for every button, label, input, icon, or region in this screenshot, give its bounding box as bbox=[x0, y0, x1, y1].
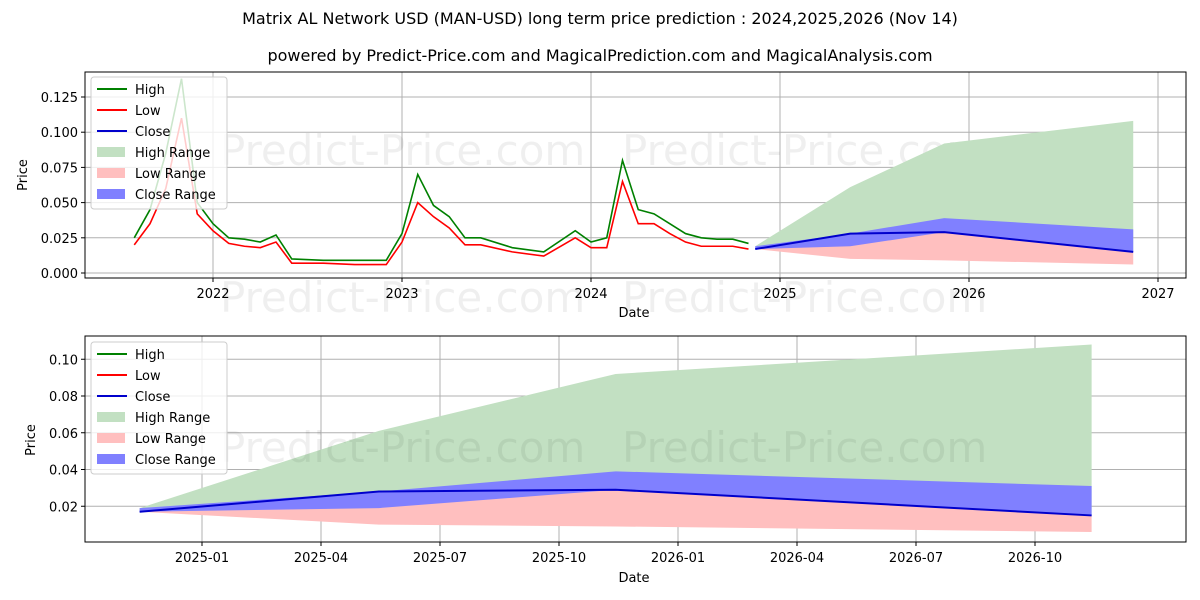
svg-text:High Range: High Range bbox=[135, 411, 210, 426]
high-range-area bbox=[139, 344, 1092, 516]
chart-title: Matrix AL Network USD (MAN-USD) long ter… bbox=[242, 9, 958, 28]
legend-item-high-range: High Range bbox=[97, 146, 210, 161]
watermark-text: Predict-Price.com bbox=[220, 126, 585, 175]
watermark-text: Predict-Price.com bbox=[220, 423, 585, 472]
bottom-y-tick: 0.10 bbox=[49, 353, 78, 368]
top-y-axis: 0.000 0.025 0.050 0.075 0.100 0.125 bbox=[41, 91, 85, 282]
bottom-x-tick: 2025-04 bbox=[294, 551, 348, 566]
legend-item-low: Low bbox=[97, 104, 161, 119]
close-line bbox=[755, 231, 1134, 253]
svg-text:High: High bbox=[135, 83, 165, 98]
bottom-x-tick: 2026-10 bbox=[1008, 551, 1062, 566]
svg-text:Low: Low bbox=[135, 369, 161, 384]
watermark-text: Predict-Price.com bbox=[622, 273, 987, 322]
top-x-tick: 2023 bbox=[385, 287, 418, 302]
bottom-y-tick: 0.02 bbox=[49, 500, 78, 515]
top-x-axis: 2022 2023 2024 2025 2026 2027 bbox=[196, 278, 1175, 302]
bottom-chart: Predict-Price.com Predict-Price.com 2025-… bbox=[24, 335, 1187, 586]
top-y-label: Price bbox=[16, 159, 31, 191]
close-line bbox=[139, 488, 1092, 517]
top-y-tick: 0.025 bbox=[41, 232, 78, 247]
top-plot-frame bbox=[84, 71, 1187, 279]
top-y-tick: 0.000 bbox=[41, 267, 78, 282]
top-x-tick: 2027 bbox=[1141, 287, 1174, 302]
top-x-tick: 2025 bbox=[763, 287, 796, 302]
bottom-x-axis: 2025-01 2025-04 2025-07 2025-10 2026-01 2026-… bbox=[175, 542, 1062, 566]
legend-item-close: Close bbox=[97, 390, 170, 405]
legend-item-high: High bbox=[97, 348, 165, 363]
legend-item-low-range: Low Range bbox=[97, 432, 206, 447]
bottom-x-tick: 2026-04 bbox=[770, 551, 824, 566]
top-y-tick: 0.050 bbox=[41, 197, 78, 212]
top-y-tick: 0.100 bbox=[41, 126, 78, 141]
legend-item-low: Low bbox=[97, 369, 161, 384]
high-line bbox=[133, 78, 749, 262]
svg-text:Low: Low bbox=[135, 104, 161, 119]
top-x-tick: 2022 bbox=[196, 287, 229, 302]
bottom-x-label: Date bbox=[618, 571, 649, 586]
svg-text:Close Range: Close Range bbox=[135, 453, 216, 468]
top-watermark: Predict-Price.com Predict-Price.com Predic… bbox=[220, 126, 987, 322]
top-chart: Predict-Price.com Predict-Price.com Predic… bbox=[16, 71, 1187, 322]
svg-text:High: High bbox=[135, 348, 165, 363]
top-y-tick: 0.075 bbox=[41, 161, 78, 176]
legend-item-high-range: High Range bbox=[97, 411, 210, 426]
bottom-plot-frame bbox=[84, 335, 1187, 543]
bottom-y-label: Price bbox=[24, 424, 39, 456]
top-y-tick: 0.125 bbox=[41, 91, 78, 106]
bottom-y-tick: 0.08 bbox=[49, 390, 78, 405]
svg-text:Close: Close bbox=[135, 390, 170, 405]
svg-text:Close: Close bbox=[135, 125, 170, 140]
bottom-y-tick: 0.04 bbox=[49, 464, 78, 479]
chart-subtitle: powered by Predict-Price.com and Magical… bbox=[267, 46, 933, 65]
top-x-tick: 2026 bbox=[952, 287, 985, 302]
top-legend: High Low Close High Range Low Range Close Ran… bbox=[90, 76, 228, 210]
legend-item-low-range: Low Range bbox=[97, 167, 206, 182]
top-x-label: Date bbox=[618, 306, 649, 321]
top-series bbox=[133, 78, 1134, 266]
bottom-x-tick: 2025-07 bbox=[413, 551, 467, 566]
svg-text:Low Range: Low Range bbox=[135, 167, 206, 182]
bottom-legend: High Low Close High Range Low Range Close Ran… bbox=[90, 341, 228, 475]
high-range-area bbox=[755, 120, 1134, 252]
legend-item-close-range: Close Range bbox=[97, 188, 216, 203]
bottom-x-tick: 2025-10 bbox=[532, 551, 586, 566]
close-range-area bbox=[755, 218, 1134, 252]
legend-item-close-range: Close Range bbox=[97, 453, 216, 468]
top-x-tick: 2024 bbox=[574, 287, 607, 302]
low-line bbox=[133, 117, 749, 266]
close-range-area bbox=[139, 471, 1092, 516]
svg-text:High Range: High Range bbox=[135, 146, 210, 161]
legend-item-high: High bbox=[97, 83, 165, 98]
bottom-x-tick: 2026-07 bbox=[889, 551, 943, 566]
legend-item-close: Close bbox=[97, 125, 170, 140]
bottom-watermark: Predict-Price.com Predict-Price.com bbox=[220, 423, 987, 472]
watermark-text: Predict-Price.com bbox=[622, 423, 987, 472]
svg-text:Low Range: Low Range bbox=[135, 432, 206, 447]
bottom-y-tick: 0.06 bbox=[49, 427, 78, 442]
bottom-series bbox=[139, 344, 1092, 532]
bottom-x-tick: 2025-01 bbox=[175, 551, 229, 566]
svg-text:Close Range: Close Range bbox=[135, 188, 216, 203]
bottom-x-tick: 2026-01 bbox=[651, 551, 705, 566]
bottom-y-axis: 0.02 0.04 0.06 0.08 0.10 bbox=[49, 353, 85, 515]
watermark-text: Predict-Price.com bbox=[220, 273, 585, 322]
